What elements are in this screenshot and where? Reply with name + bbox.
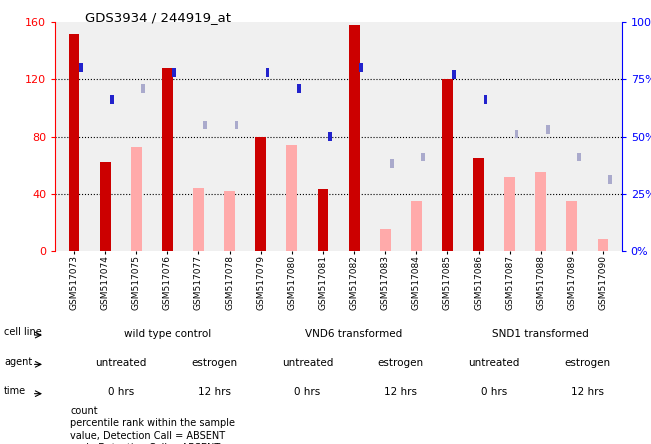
- Text: cell line: cell line: [4, 327, 42, 337]
- Bar: [173, 68, 176, 76]
- Text: 12 hrs: 12 hrs: [197, 387, 230, 397]
- Text: VND6 transformed: VND6 transformed: [305, 329, 403, 339]
- Bar: [162, 68, 173, 251]
- Text: 0 hrs: 0 hrs: [294, 387, 320, 397]
- Bar: [328, 132, 331, 141]
- Bar: [110, 95, 114, 104]
- Bar: [297, 84, 301, 92]
- Bar: [100, 162, 111, 251]
- Text: untreated: untreated: [282, 358, 333, 368]
- Text: estrogen: estrogen: [564, 358, 611, 368]
- Bar: [546, 125, 549, 134]
- Text: rank, Detection Call = ABSENT: rank, Detection Call = ABSENT: [70, 443, 221, 444]
- Text: estrogen: estrogen: [378, 358, 424, 368]
- Text: agent: agent: [4, 357, 32, 367]
- Bar: [473, 158, 484, 251]
- Bar: [411, 201, 422, 251]
- Bar: [141, 84, 145, 92]
- Text: untreated: untreated: [95, 358, 146, 368]
- Text: estrogen: estrogen: [191, 358, 237, 368]
- Text: percentile rank within the sample: percentile rank within the sample: [70, 418, 236, 428]
- Bar: [266, 68, 270, 76]
- Bar: [131, 147, 142, 251]
- Bar: [390, 159, 394, 168]
- Bar: [505, 177, 515, 251]
- Text: GDS3934 / 244919_at: GDS3934 / 244919_at: [85, 11, 230, 24]
- Bar: [608, 175, 612, 184]
- Bar: [452, 70, 456, 79]
- Text: 12 hrs: 12 hrs: [571, 387, 604, 397]
- Text: value, Detection Call = ABSENT: value, Detection Call = ABSENT: [70, 431, 225, 440]
- Bar: [577, 153, 581, 161]
- Bar: [598, 239, 609, 251]
- Text: count: count: [70, 406, 98, 416]
- Text: 0 hrs: 0 hrs: [107, 387, 134, 397]
- Text: 12 hrs: 12 hrs: [384, 387, 417, 397]
- Bar: [286, 145, 298, 251]
- Bar: [566, 201, 577, 251]
- Bar: [421, 153, 425, 161]
- Bar: [349, 25, 359, 251]
- Text: untreated: untreated: [469, 358, 519, 368]
- Text: 0 hrs: 0 hrs: [481, 387, 507, 397]
- Text: wild type control: wild type control: [124, 329, 211, 339]
- Text: time: time: [4, 386, 26, 396]
- Text: SND1 transformed: SND1 transformed: [492, 329, 589, 339]
- Bar: [318, 190, 328, 251]
- Bar: [535, 172, 546, 251]
- Bar: [224, 191, 235, 251]
- Bar: [380, 230, 391, 251]
- Bar: [359, 63, 363, 72]
- Bar: [442, 79, 453, 251]
- Bar: [204, 120, 207, 129]
- Bar: [193, 188, 204, 251]
- Bar: [234, 120, 238, 129]
- Bar: [484, 95, 487, 104]
- Bar: [255, 137, 266, 251]
- Bar: [79, 63, 83, 72]
- Bar: [515, 130, 518, 138]
- Bar: [68, 34, 79, 251]
